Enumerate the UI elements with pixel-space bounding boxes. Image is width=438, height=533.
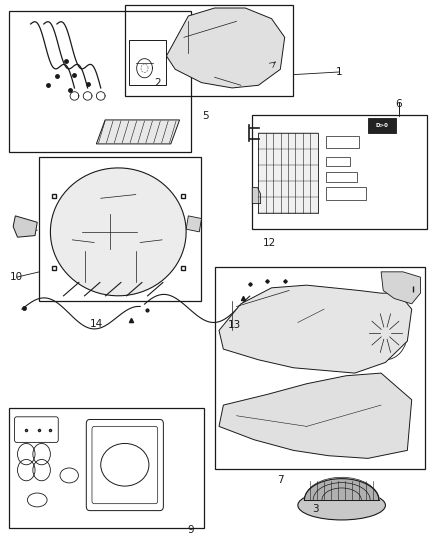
Bar [326, 172, 357, 182]
Bar [368, 118, 396, 133]
Polygon shape [252, 188, 261, 204]
Polygon shape [96, 120, 180, 144]
Polygon shape [50, 168, 186, 296]
Bar [125, 5, 293, 96]
Polygon shape [219, 285, 412, 373]
Bar [326, 136, 359, 148]
Text: 1: 1 [336, 67, 343, 77]
Polygon shape [166, 8, 285, 88]
Bar [258, 133, 318, 213]
Text: 13: 13 [228, 320, 241, 330]
Bar [9, 11, 191, 152]
Bar [215, 266, 425, 469]
Text: 12: 12 [263, 238, 276, 247]
Text: 9: 9 [187, 526, 194, 533]
Text: 10: 10 [10, 272, 23, 282]
Bar [81, 213, 138, 251]
Text: 14: 14 [90, 319, 103, 328]
Bar [39, 157, 201, 301]
Polygon shape [186, 216, 201, 232]
Polygon shape [219, 373, 412, 458]
Ellipse shape [298, 490, 385, 520]
Text: 5: 5 [202, 111, 209, 121]
Text: 6: 6 [395, 99, 402, 109]
Text: D>0: D>0 [375, 123, 389, 128]
Bar [129, 40, 166, 85]
Polygon shape [13, 216, 37, 237]
Text: 2: 2 [154, 78, 161, 87]
Polygon shape [381, 272, 420, 304]
Bar [252, 115, 427, 229]
Bar [326, 187, 366, 200]
Bar [9, 408, 204, 528]
Text: 11: 11 [14, 222, 28, 231]
Text: 3: 3 [312, 504, 319, 514]
Text: 7: 7 [277, 475, 284, 484]
Bar [326, 157, 350, 166]
